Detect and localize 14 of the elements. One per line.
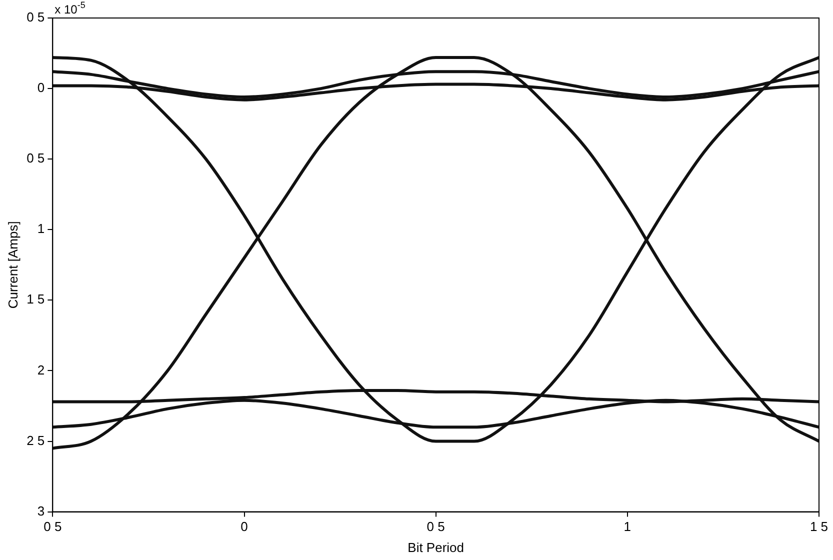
y-axis-title: Current [Amps] [5,221,20,309]
y-tick-label: 2 5 [26,432,45,448]
y-tick-label: 2 [37,362,45,378]
y-tick-label: 0 [37,80,45,96]
y-tick-label: 1 5 [26,292,45,307]
x-tick-label: 0 [240,519,248,534]
y-tick-label: 0 5 [26,10,45,25]
y-tick-label: 0 5 [26,150,45,166]
x-axis-title: Bit Period [408,540,464,555]
x-tick-label: 1 5 [810,519,828,534]
y-tick-label: 3 [37,503,45,518]
y-tick-label: 1 [37,221,45,236]
x-tick-label: 1 [624,519,632,534]
x-tick-label: 0 5 [426,519,445,534]
